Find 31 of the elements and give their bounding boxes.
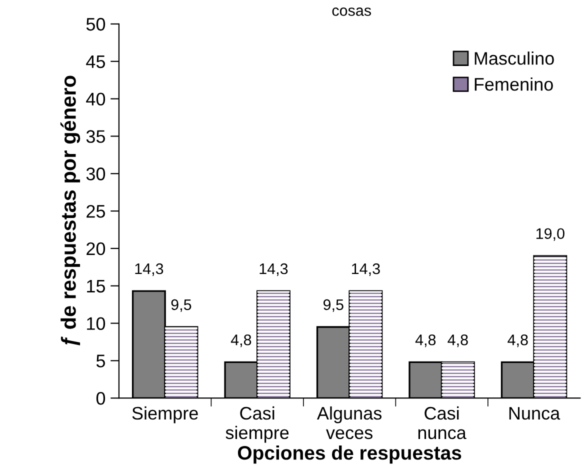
y-tick-label: 10 <box>87 317 106 330</box>
x-tick-label: Nunca <box>509 407 560 420</box>
data-label: 14,3 <box>260 263 288 276</box>
data-label: 19,0 <box>536 228 564 241</box>
y-tick-label: 45 <box>86 56 106 68</box>
data-label: 14,3 <box>352 263 380 276</box>
x-axis-title: Opciones de respuestas <box>238 445 462 464</box>
data-label: 14,3 <box>135 263 164 276</box>
y-tick-label: 20 <box>86 242 106 256</box>
data-label: 9,5 <box>324 299 344 312</box>
y-tick-label: 25 <box>86 204 106 218</box>
y-tick-label: 15 <box>87 280 106 293</box>
data-label: 9,5 <box>171 299 192 312</box>
data-label: 4,8 <box>508 334 528 348</box>
y-tick-label: 40 <box>86 92 106 106</box>
legend-label: Femenino <box>474 77 553 91</box>
legend-label: Masculino <box>474 52 554 65</box>
data-label: 4,8 <box>448 334 468 348</box>
y-tick-label: 30 <box>86 168 106 180</box>
y-tick-label: 5 <box>96 354 106 368</box>
x-tick-label: Casi siempre <box>226 406 289 443</box>
y-tick-label: 50 <box>86 18 106 31</box>
x-tick-label: Casi nunca <box>418 406 466 440</box>
x-tick-label: Siempre <box>132 406 198 424</box>
chart-title: cosas <box>332 8 372 16</box>
x-tick-label: Algunas veces <box>316 406 382 440</box>
y-tick-label: 35 <box>86 130 106 143</box>
data-label: 4,8 <box>230 334 252 348</box>
data-label: 4,8 <box>415 334 436 348</box>
y-tick-label: 0 <box>96 392 106 405</box>
y-axis-title: ƒ de respuestas por género <box>60 76 80 346</box>
